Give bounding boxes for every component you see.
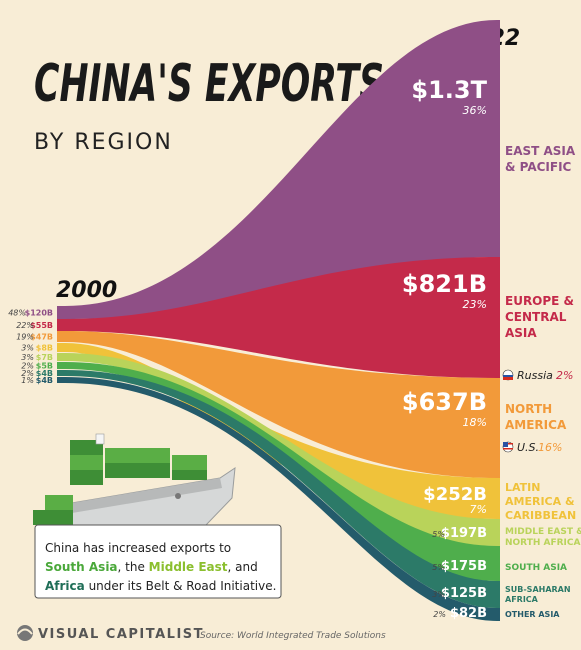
series-name-latin-america-and-caribbean: LATIN AMERICA & CARIBBEAN	[505, 481, 576, 522]
end-value-other-asia: $82B	[450, 606, 487, 621]
ship-illustration	[33, 433, 236, 528]
end-marker-sub-saharan-africa	[497, 581, 500, 608]
start-value-europe-and-central-asia: $55B	[30, 321, 53, 330]
callout-box	[34, 524, 282, 599]
vc-logo-icon	[17, 625, 33, 641]
year-start-label: 2000	[56, 278, 117, 303]
start-value-latin-america-and-caribbean: $8B	[36, 344, 53, 353]
start-pct-middle-east-and-north-africa: 3%	[21, 353, 34, 362]
series-name-other-asia: OTHER ASIA	[505, 610, 560, 619]
start-value-south-asia: $5B	[36, 362, 53, 371]
flow-band-europe-and-central-asia	[65, 257, 497, 378]
start-pct-other-asia: 1%	[21, 376, 34, 385]
series-name-east-asia-and-pacific: EAST ASIA & PACIFIC	[505, 144, 576, 174]
callout-line: Africa under its Belt & Road Initiative.	[45, 579, 276, 593]
start-value-east-asia-and-pacific: $120B	[25, 309, 53, 318]
start-pct-sub-saharan-africa: 2%	[21, 369, 34, 378]
start-pct-south-asia: 2%	[21, 362, 34, 371]
start-pct-east-asia-and-pacific: 48%	[8, 309, 26, 318]
end-value-latin-america-and-caribbean: $252B	[423, 484, 487, 505]
start-pct-latin-america-and-caribbean: 3%	[21, 344, 34, 353]
start-marker-europe-and-central-asia	[57, 319, 65, 331]
end-marker-europe-and-central-asia	[497, 257, 500, 378]
start-pct-north-america: 19%	[16, 333, 34, 342]
end-value-middle-east-and-north-africa: $197B	[441, 526, 487, 541]
start-value-other-asia: $4B	[36, 376, 53, 385]
flow-band-other-asia	[65, 377, 497, 621]
end-pct-east-asia-and-pacific: 36%	[463, 104, 487, 117]
end-pct-middle-east-and-north-africa: 5%	[432, 530, 445, 539]
flow-band-sub-saharan-africa	[65, 370, 497, 608]
start-marker-middle-east-and-north-africa	[57, 353, 65, 361]
russia-note: Russia 2%	[502, 369, 573, 382]
start-marker-latin-america-and-caribbean	[57, 343, 65, 352]
start-marker-north-america	[57, 331, 65, 342]
series-name-middle-east-and-north-africa: MIDDLE EAST & NORTH AFRICA	[505, 527, 581, 548]
russia-label: Russia	[517, 369, 553, 382]
series-names-layer: EAST ASIA & PACIFIC EUROPE & CENTRAL ASIA NOR…	[505, 144, 581, 619]
start-value-sub-saharan-africa: $4B	[36, 369, 53, 378]
start-marker-sub-saharan-africa	[57, 370, 65, 376]
end-value-east-asia-and-pacific: $1.3T	[411, 76, 487, 104]
end-value-sub-saharan-africa: $125B	[441, 586, 487, 601]
us-label: U.S.	[517, 441, 539, 454]
end-marker-north-america	[497, 378, 500, 478]
end-marker-middle-east-and-north-africa	[497, 519, 500, 546]
start-marker-east-asia-and-pacific	[57, 306, 65, 319]
start-value-north-america: $47B	[30, 333, 53, 342]
flow-layer	[57, 20, 500, 621]
us-note: U.S. 16%	[502, 441, 562, 454]
end-pct-other-asia: 2%	[433, 610, 446, 619]
end-value-europe-and-central-asia: $821B	[402, 270, 487, 298]
series-name-europe-and-central-asia: EUROPE & CENTRAL ASIA	[505, 294, 574, 340]
start-marker-south-asia	[57, 362, 65, 369]
end-marker-latin-america-and-caribbean	[497, 478, 500, 519]
start-value-middle-east-and-north-africa: $7B	[36, 353, 53, 362]
end-pct-latin-america-and-caribbean: 7%	[470, 503, 487, 516]
end-value-south-asia: $175B	[441, 559, 487, 574]
end-marker-other-asia	[497, 608, 500, 621]
series-name-south-asia: SOUTH ASIA	[505, 563, 567, 573]
end-marker-east-asia-and-pacific	[497, 20, 500, 257]
us-pct: 16%	[538, 441, 562, 454]
end-pct-north-america: 18%	[463, 416, 487, 429]
flow-band-south-asia	[65, 362, 497, 581]
series-name-sub-saharan-africa: SUB-SAHARAN AFRICA	[505, 585, 571, 604]
callout-text: China has increased exports to South Asia…	[45, 541, 276, 593]
flow-band-north-america	[65, 331, 497, 478]
flow-band-east-asia-and-pacific	[65, 20, 497, 319]
page-title: CHINA'S EXPORTS	[34, 54, 384, 114]
end-pct-europe-and-central-asia: 23%	[463, 298, 487, 311]
end-value-north-america: $637B	[402, 388, 487, 416]
series-name-north-america: NORTH AMERICA	[505, 402, 567, 432]
end-pct-south-asia: 5%	[432, 563, 445, 572]
start-pct-europe-and-central-asia: 22%	[16, 321, 34, 330]
end-marker-south-asia	[497, 546, 500, 581]
end-pct-sub-saharan-africa: 3%	[432, 590, 445, 599]
russia-pct: 2%	[556, 369, 573, 382]
callout-line: China has increased exports to	[45, 541, 231, 555]
end-labels-layer: $1.3T36%$821B23%$637B18%$252B7%$197B5%$1…	[402, 76, 488, 621]
page-subtitle: BY REGION	[34, 130, 173, 155]
callout-line: South Asia, the Middle East, and	[45, 560, 258, 574]
brand-name: VISUAL CAPITALIST	[38, 627, 204, 642]
source-note: Source: World Integrated Trade Solutions	[200, 631, 386, 641]
start-marker-other-asia	[57, 377, 65, 383]
